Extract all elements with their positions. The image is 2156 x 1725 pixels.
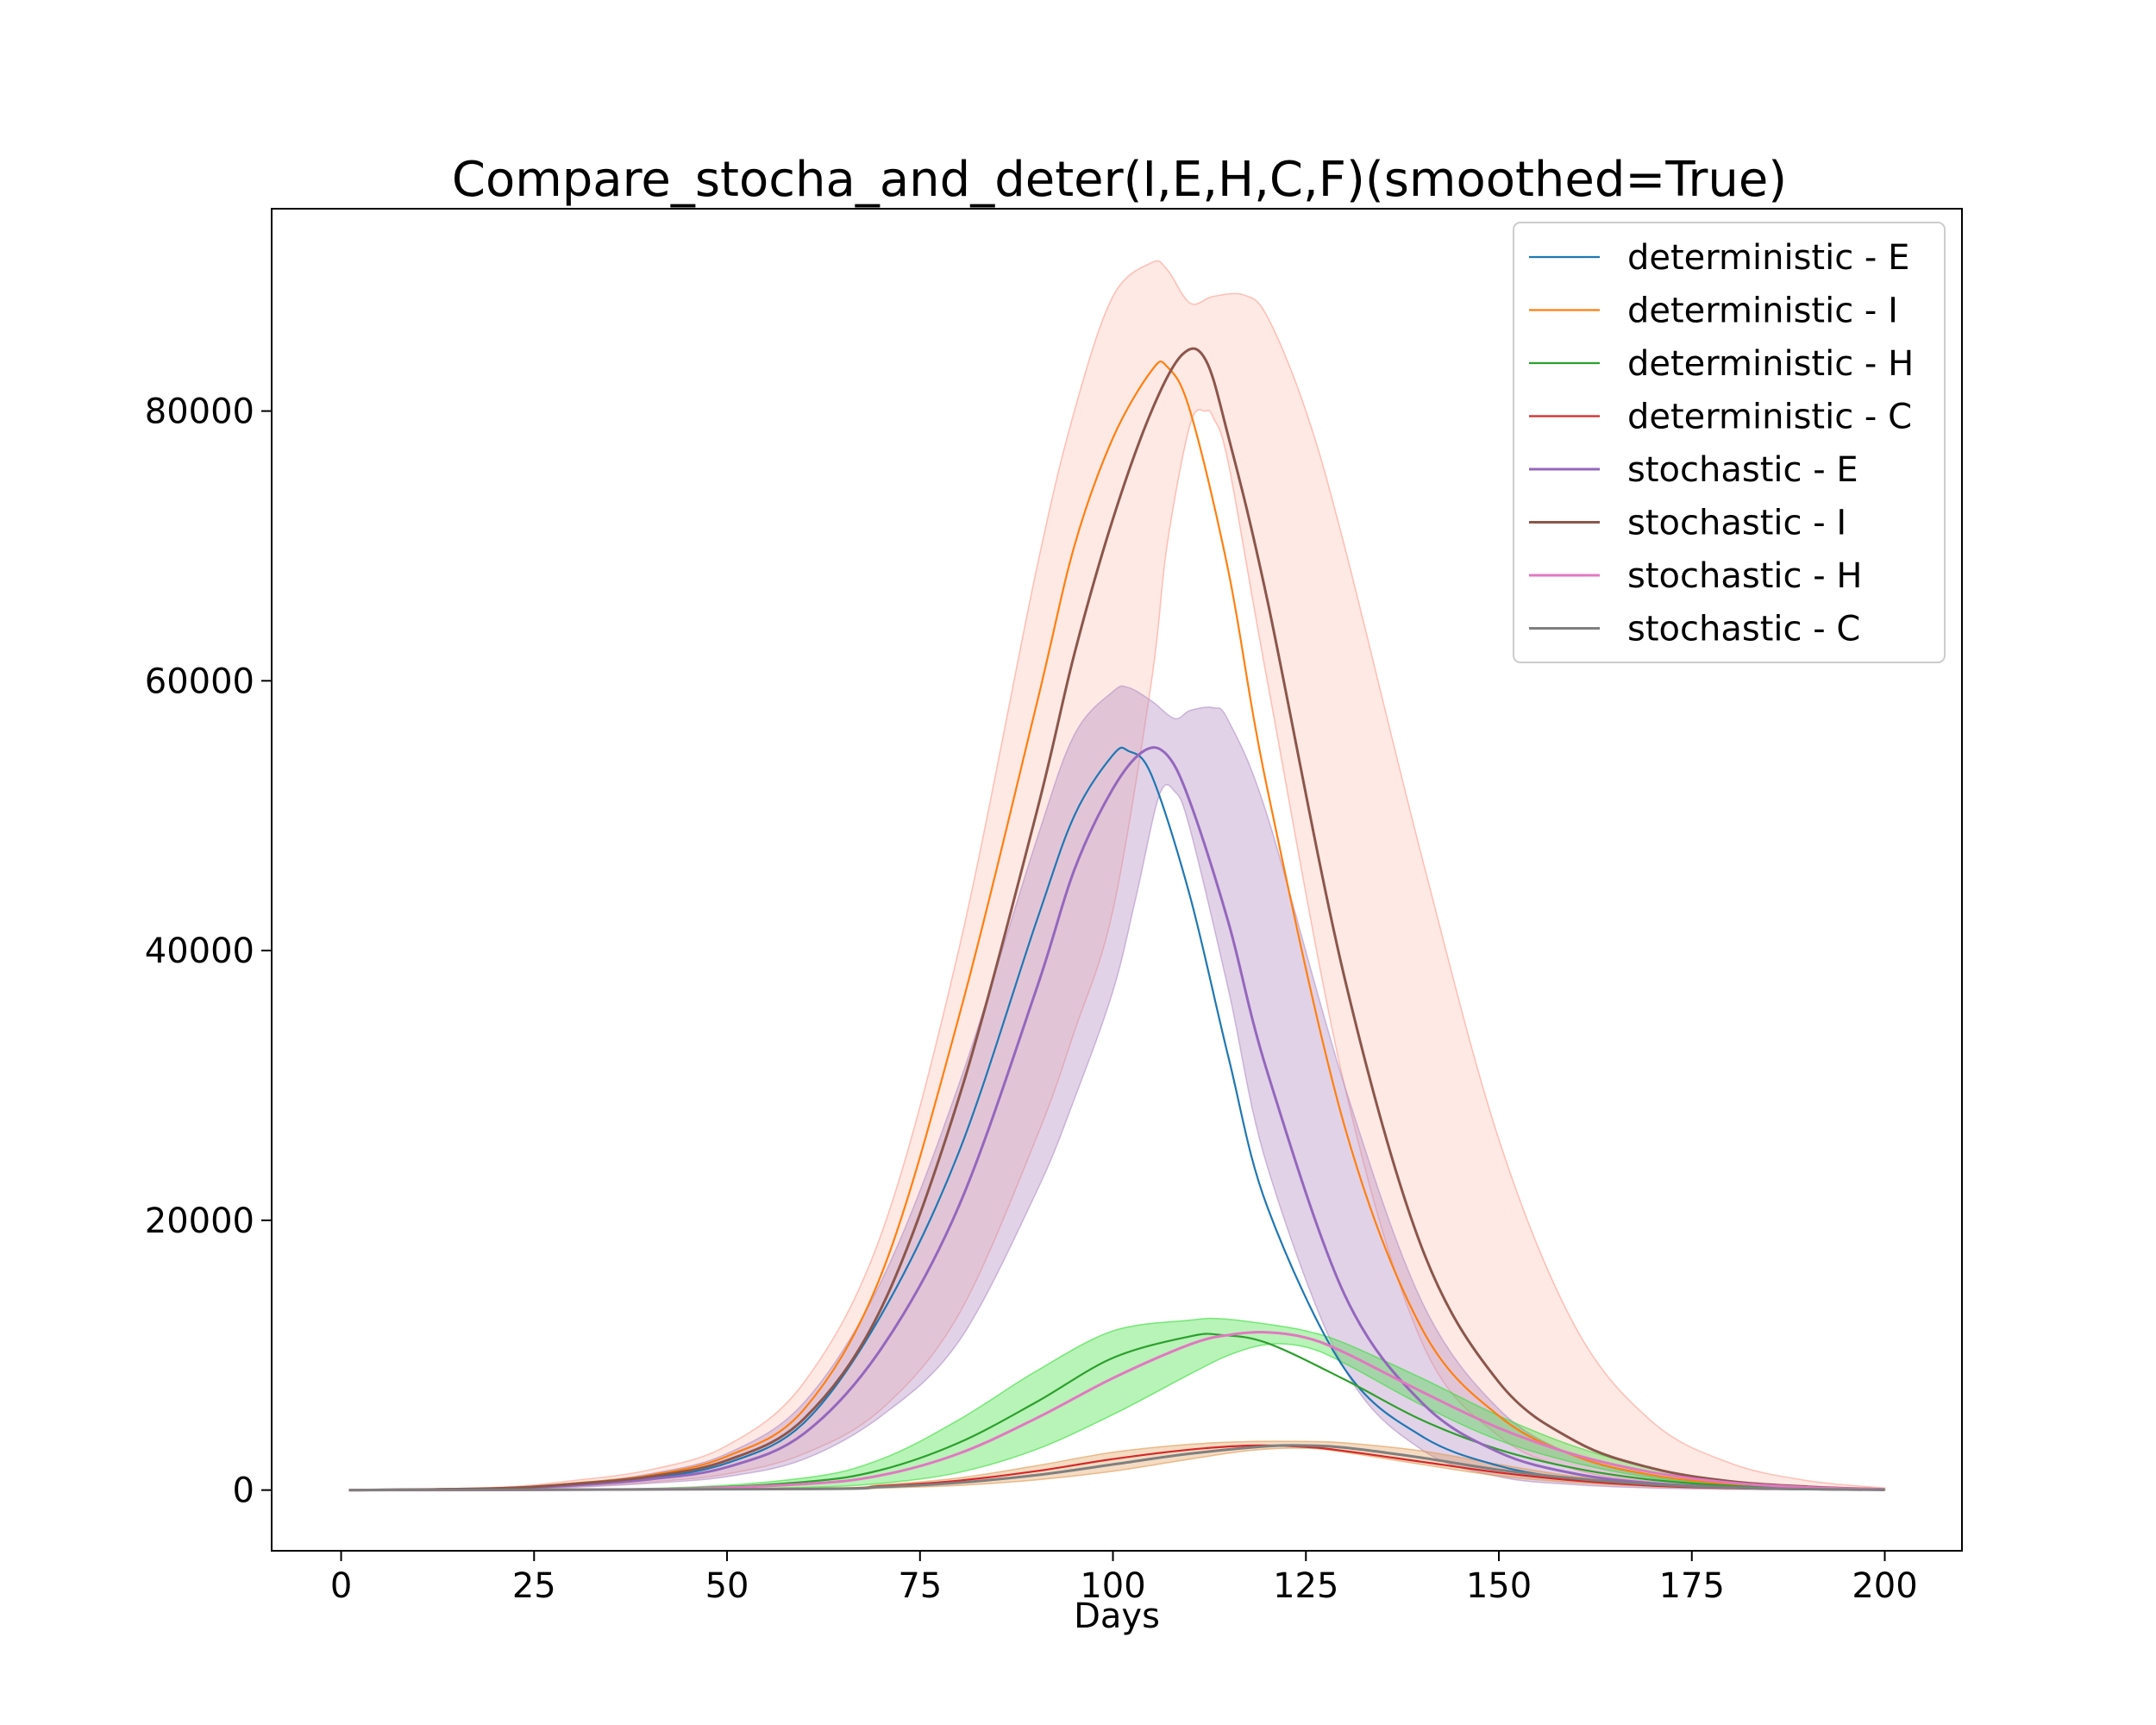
- x-axis: 0 25 50 75 100 125 150 175 200: [330, 1551, 1918, 1606]
- legend-label: stochastic - C: [1627, 610, 1860, 649]
- y-tick-label: 60000: [145, 662, 254, 701]
- legend-box: [1513, 222, 1946, 663]
- y-tick-label: 80000: [145, 392, 254, 432]
- legend-label: deterministic - E: [1627, 238, 1909, 278]
- legend-label: stochastic - H: [1627, 556, 1862, 596]
- series-line-stochastic-e: [348, 746, 1885, 1492]
- y-tick-label: 20000: [145, 1201, 254, 1241]
- series-line-deterministic-i: [348, 361, 1885, 1491]
- x-tick-label: 100: [1080, 1566, 1145, 1606]
- legend-label: stochastic - E: [1627, 450, 1858, 490]
- series-line-stochastic-h: [348, 1331, 1885, 1492]
- x-axis-label: Days: [1074, 1596, 1160, 1636]
- plot-frame: [271, 208, 1963, 1552]
- x-tick-label: 200: [1852, 1566, 1917, 1606]
- y-axis: 0 20000 40000 60000 80000: [145, 392, 272, 1511]
- series-line-stochastic-i: [348, 347, 1885, 1492]
- legend-label: deterministic - C: [1627, 398, 1912, 437]
- x-tick-label: 125: [1273, 1566, 1338, 1606]
- chart-title: Compare_stocha_and_deter(I,E,H,C,F)(smoo…: [452, 152, 1787, 208]
- x-tick-label: 175: [1659, 1566, 1725, 1606]
- x-tick-label: 150: [1466, 1566, 1532, 1606]
- y-tick-label: 40000: [145, 932, 254, 971]
- legend-label: deterministic - H: [1627, 344, 1914, 384]
- x-tick-label: 50: [705, 1566, 749, 1606]
- x-tick-label: 25: [512, 1566, 556, 1606]
- x-tick-label: 75: [898, 1566, 942, 1606]
- y-tick-label: 0: [233, 1471, 254, 1511]
- series-line-stochastic-c: [348, 1444, 1885, 1492]
- legend-label: stochastic - I: [1627, 504, 1846, 543]
- legend: deterministic - E deterministic - I determ…: [1513, 222, 1946, 663]
- legend-label: deterministic - I: [1627, 292, 1898, 331]
- series-lines: [348, 347, 1885, 1492]
- x-tick-label: 0: [330, 1566, 352, 1606]
